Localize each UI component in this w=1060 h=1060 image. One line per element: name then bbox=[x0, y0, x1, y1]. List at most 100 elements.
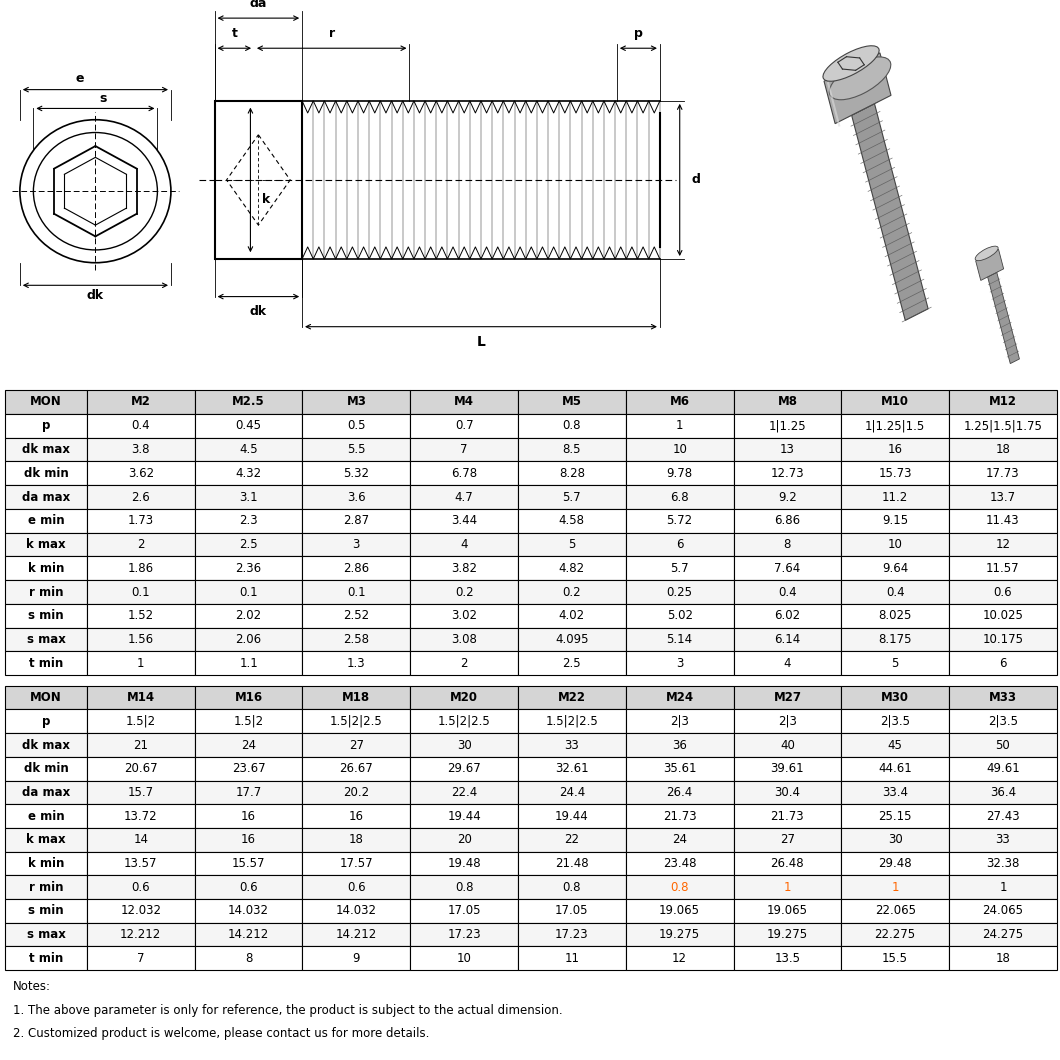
Text: 4: 4 bbox=[783, 657, 791, 670]
Text: 13.57: 13.57 bbox=[124, 856, 158, 870]
Text: 10.175: 10.175 bbox=[983, 633, 1024, 647]
Text: M2: M2 bbox=[130, 395, 151, 408]
Text: 2.36: 2.36 bbox=[235, 562, 262, 575]
Text: 1.5|2|2.5: 1.5|2|2.5 bbox=[438, 714, 491, 728]
Text: 40: 40 bbox=[780, 739, 795, 752]
Text: 3.6: 3.6 bbox=[347, 491, 366, 504]
Text: 24.4: 24.4 bbox=[559, 785, 585, 799]
Text: 2.52: 2.52 bbox=[343, 610, 369, 622]
Text: M18: M18 bbox=[342, 691, 370, 704]
Text: 11.57: 11.57 bbox=[986, 562, 1020, 575]
Text: M16: M16 bbox=[234, 691, 263, 704]
Text: 19.44: 19.44 bbox=[447, 810, 481, 823]
Text: M22: M22 bbox=[558, 691, 586, 704]
Text: 21.73: 21.73 bbox=[771, 810, 805, 823]
Text: 21.73: 21.73 bbox=[662, 810, 696, 823]
Text: 3.44: 3.44 bbox=[452, 514, 477, 527]
Text: 15.7: 15.7 bbox=[128, 785, 154, 799]
Text: 1.3: 1.3 bbox=[347, 657, 366, 670]
Text: 32.61: 32.61 bbox=[555, 762, 588, 775]
Text: 12.032: 12.032 bbox=[120, 904, 161, 917]
Text: 39.61: 39.61 bbox=[771, 762, 805, 775]
Text: 49.61: 49.61 bbox=[986, 762, 1020, 775]
Text: 9.15: 9.15 bbox=[882, 514, 908, 527]
Text: 8.025: 8.025 bbox=[879, 610, 912, 622]
Text: 4.82: 4.82 bbox=[559, 562, 585, 575]
Text: t min: t min bbox=[29, 657, 64, 670]
Text: 7: 7 bbox=[137, 952, 144, 965]
Text: M6: M6 bbox=[670, 395, 690, 408]
Text: 30: 30 bbox=[457, 739, 472, 752]
Text: 8: 8 bbox=[783, 538, 791, 551]
Text: 14.032: 14.032 bbox=[336, 904, 376, 917]
Text: da: da bbox=[250, 0, 267, 10]
Text: 20.67: 20.67 bbox=[124, 762, 158, 775]
Text: 14.032: 14.032 bbox=[228, 904, 269, 917]
Text: 3.08: 3.08 bbox=[452, 633, 477, 647]
Text: p: p bbox=[634, 26, 642, 40]
Text: dk: dk bbox=[87, 288, 104, 302]
Text: 18: 18 bbox=[349, 833, 364, 846]
Text: 24.275: 24.275 bbox=[983, 928, 1024, 941]
Text: 33: 33 bbox=[995, 833, 1010, 846]
Text: 24: 24 bbox=[241, 739, 257, 752]
Text: 19.275: 19.275 bbox=[766, 928, 808, 941]
Text: 0.1: 0.1 bbox=[240, 585, 258, 599]
Text: 6: 6 bbox=[676, 538, 684, 551]
Text: MON: MON bbox=[31, 395, 61, 408]
Text: 17.05: 17.05 bbox=[555, 904, 588, 917]
Text: 44.61: 44.61 bbox=[879, 762, 912, 775]
Text: 1|1.25: 1|1.25 bbox=[768, 419, 807, 432]
Text: 25.15: 25.15 bbox=[879, 810, 912, 823]
Text: da max: da max bbox=[22, 785, 70, 799]
Text: 5.7: 5.7 bbox=[670, 562, 689, 575]
Text: 0.6: 0.6 bbox=[240, 881, 258, 894]
Text: 13: 13 bbox=[780, 443, 795, 456]
Text: 0.4: 0.4 bbox=[131, 419, 151, 432]
Text: s min: s min bbox=[29, 610, 64, 622]
Text: 2.06: 2.06 bbox=[235, 633, 262, 647]
Text: 33: 33 bbox=[565, 739, 579, 752]
Text: M3: M3 bbox=[347, 395, 367, 408]
Text: 24: 24 bbox=[672, 833, 687, 846]
Text: dk max: dk max bbox=[22, 443, 70, 456]
Text: 22.275: 22.275 bbox=[874, 928, 916, 941]
Text: 21: 21 bbox=[134, 739, 148, 752]
Text: 2|3.5: 2|3.5 bbox=[880, 714, 911, 728]
Text: 5: 5 bbox=[891, 657, 899, 670]
Text: r: r bbox=[329, 26, 335, 40]
Text: 3: 3 bbox=[676, 657, 684, 670]
Text: M30: M30 bbox=[881, 691, 909, 704]
Text: 5.02: 5.02 bbox=[667, 610, 692, 622]
Text: k: k bbox=[262, 193, 270, 206]
Text: 32.38: 32.38 bbox=[986, 856, 1020, 870]
Text: t: t bbox=[231, 26, 237, 40]
Text: 9.78: 9.78 bbox=[667, 466, 692, 480]
Text: 6.14: 6.14 bbox=[774, 633, 800, 647]
Text: 13.5: 13.5 bbox=[775, 952, 800, 965]
Text: M5: M5 bbox=[562, 395, 582, 408]
Text: 0.2: 0.2 bbox=[455, 585, 474, 599]
Ellipse shape bbox=[975, 246, 999, 261]
Text: 1|1.25|1.5: 1|1.25|1.5 bbox=[865, 419, 925, 432]
Text: 4.7: 4.7 bbox=[455, 491, 474, 504]
Text: 6.78: 6.78 bbox=[452, 466, 477, 480]
Text: 16: 16 bbox=[349, 810, 364, 823]
Text: 0.6: 0.6 bbox=[993, 585, 1012, 599]
Text: 4.095: 4.095 bbox=[555, 633, 588, 647]
Text: 17.05: 17.05 bbox=[447, 904, 481, 917]
Text: 30: 30 bbox=[888, 833, 902, 846]
Polygon shape bbox=[975, 249, 1004, 281]
Text: 20.2: 20.2 bbox=[343, 785, 369, 799]
Text: 17.23: 17.23 bbox=[447, 928, 481, 941]
Text: 0.2: 0.2 bbox=[563, 585, 581, 599]
Text: 3.02: 3.02 bbox=[452, 610, 477, 622]
Text: 11.43: 11.43 bbox=[986, 514, 1020, 527]
Text: 1. The above parameter is only for reference, the product is subject to the actu: 1. The above parameter is only for refer… bbox=[13, 1004, 563, 1017]
Text: 0.4: 0.4 bbox=[886, 585, 904, 599]
Text: 5.72: 5.72 bbox=[667, 514, 692, 527]
Text: 13.72: 13.72 bbox=[124, 810, 158, 823]
Text: 2|3.5: 2|3.5 bbox=[988, 714, 1018, 728]
Text: MON: MON bbox=[31, 691, 61, 704]
Text: 33.4: 33.4 bbox=[882, 785, 908, 799]
